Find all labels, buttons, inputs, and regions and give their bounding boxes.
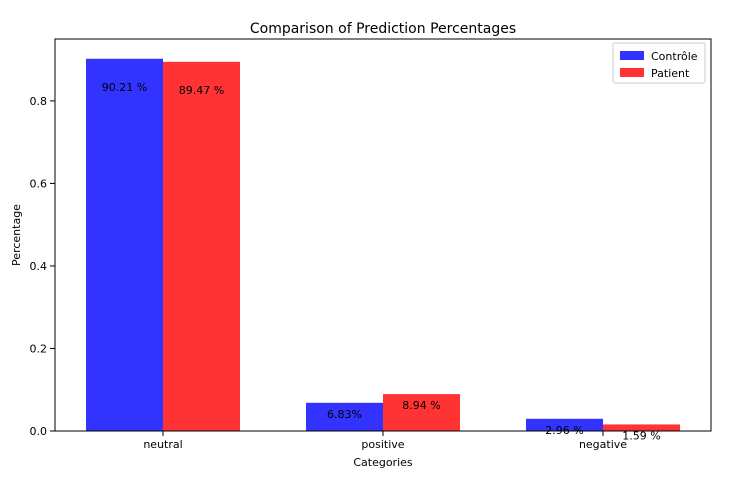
y-axis-title: Percentage	[10, 204, 23, 266]
y-tick-label: 0.0	[30, 425, 48, 438]
bar-value-label: 8.94 %	[402, 399, 440, 412]
bars-layer	[86, 58, 680, 432]
x-tick-label: positive	[361, 438, 404, 451]
x-tick-label: negative	[579, 438, 627, 451]
y-tick-label: 0.6	[30, 177, 48, 190]
bar-value-label: 90.21 %	[102, 81, 147, 94]
y-tick-label: 0.4	[30, 260, 48, 273]
legend-label: Contrôle	[651, 50, 698, 63]
y-tick-label: 0.8	[30, 95, 48, 108]
x-tick-label: neutral	[143, 438, 182, 451]
legend: Contrôle Patient	[612, 42, 706, 84]
legend-label: Patient	[651, 67, 690, 80]
bar-positive-controle	[306, 402, 383, 431]
x-axis: neutral positive negative	[143, 431, 627, 451]
y-tick-label: 0.2	[30, 342, 48, 355]
bar-value-label: 89.47 %	[179, 84, 224, 97]
chart-title: Comparison of Prediction Percentages	[250, 21, 516, 37]
bar-neutral-patient	[163, 61, 240, 431]
y-axis: 0.0 0.2 0.4 0.6 0.8	[30, 95, 55, 438]
legend-swatch	[620, 68, 644, 77]
bar-neutral-controle	[86, 58, 163, 432]
legend-swatch	[620, 51, 644, 60]
bar-negative-controle	[526, 418, 603, 431]
bar-negative-patient	[603, 424, 680, 431]
bar-labels-layer: 90.21 % 89.47 % 6.83% 8.94 % 2.96 % 1.59 %	[102, 81, 661, 443]
bar-value-label: 1.59 %	[622, 429, 660, 442]
bar-value-label: 2.96 %	[545, 424, 583, 437]
x-axis-title: Categories	[353, 456, 413, 469]
bar-value-label: 6.83%	[327, 408, 362, 421]
bar-positive-patient	[383, 394, 460, 431]
